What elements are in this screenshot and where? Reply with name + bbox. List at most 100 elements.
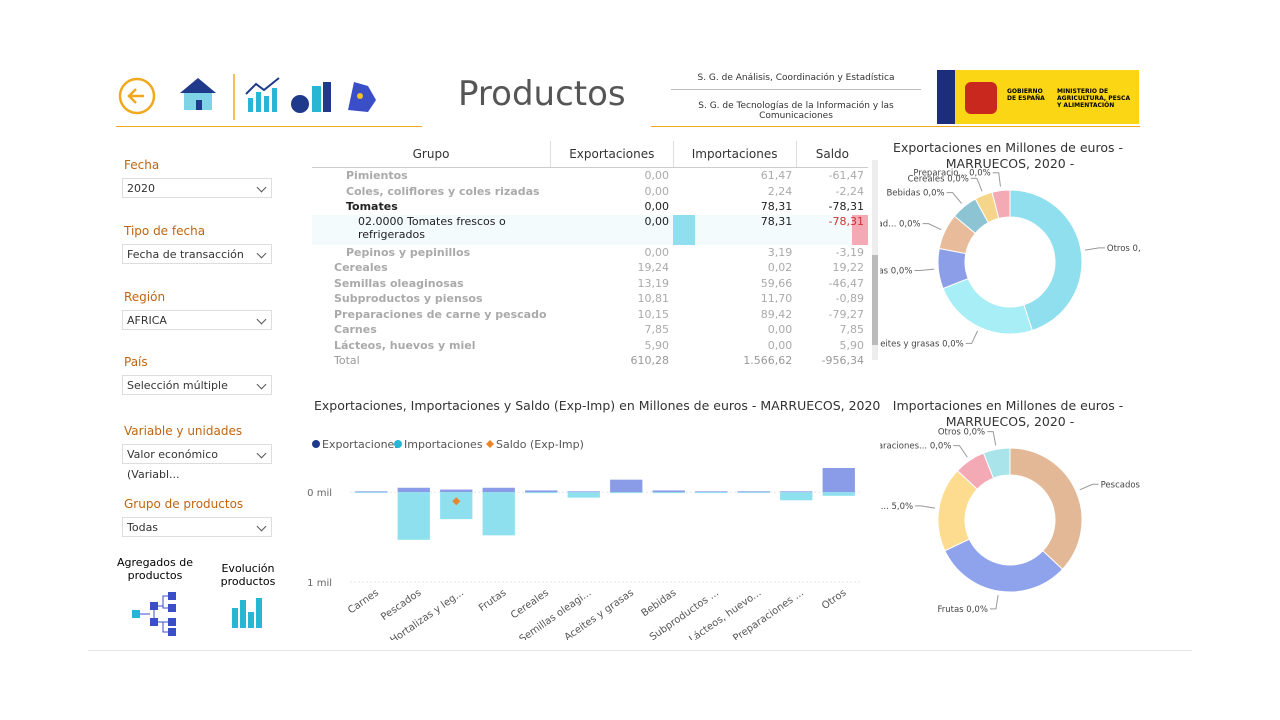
leader-line xyxy=(987,431,997,446)
filter-dropdown[interactable]: Fecha de transacción xyxy=(122,244,272,264)
table-cell: Subproductos y piensos xyxy=(334,292,483,306)
x-tick-label: Bebidas xyxy=(640,587,679,619)
table-cell: 10,15 xyxy=(637,307,670,321)
donut-chart: Importaciones en Millones de euros - MAR… xyxy=(880,398,1140,615)
table-cell: 2,24 xyxy=(767,184,793,198)
slice-label: Otros 0,0% xyxy=(1107,244,1140,254)
column-header: Grupo xyxy=(312,141,551,168)
chart-title: Importaciones en Millones de euros - MAR… xyxy=(893,398,1127,429)
table-cell: Pimientos xyxy=(346,169,408,183)
nav-icons xyxy=(118,74,376,120)
legend-label: Importaciones xyxy=(404,438,483,451)
table: Grupo Exportaciones Importaciones Saldo Pimi… xyxy=(312,141,868,369)
table-row: Carnes 7,85 0,00 7,85 xyxy=(312,322,868,338)
slice-label: Bebidas 0,0% xyxy=(886,189,944,199)
table-row: Coles, coliflores y coles rizadas 0,00 2,2… xyxy=(312,184,868,200)
x-tick-label: Otros xyxy=(820,587,848,612)
y-tick-label: 1 mil xyxy=(307,578,332,589)
bar xyxy=(525,490,558,493)
bar-chart: Exportaciones, Importaciones y Saldo (Ex… xyxy=(307,398,880,640)
slice-label: Aceites y grasas 0,0% xyxy=(880,339,964,349)
bar xyxy=(737,491,770,493)
table-row: Cereales 19,24 0,02 19,22 xyxy=(312,260,868,276)
bar xyxy=(355,491,388,493)
bar xyxy=(525,492,558,494)
bar xyxy=(780,491,813,493)
table-cell: -61,47 xyxy=(828,169,864,183)
table-row: Pepinos y pepinillos 0,00 3,19 -3,19 xyxy=(312,245,868,261)
y-tick-label: 0 mil xyxy=(307,488,332,499)
leader-line xyxy=(914,268,935,271)
filter-dropdown[interactable]: Todas xyxy=(122,517,272,537)
gov-text: GOBIERNO DE ESPAÑA xyxy=(1007,88,1045,102)
slice-label: Otros 0,0% xyxy=(938,428,985,438)
bar xyxy=(695,492,728,494)
legend-marker xyxy=(486,440,494,448)
legend-label: Exportaciones xyxy=(322,438,400,451)
bar xyxy=(780,492,813,501)
leader-line xyxy=(965,330,979,344)
filter-label: Variable y unidades xyxy=(124,424,243,438)
table-cell: Carnes xyxy=(334,323,377,337)
bar xyxy=(652,492,685,494)
divider xyxy=(651,126,1140,127)
filter-dropdown[interactable]: 2020 xyxy=(122,178,272,198)
chart-title: Exportaciones en Millones de euros - MAR… xyxy=(893,140,1127,171)
table-cell: 0,00 xyxy=(644,245,670,259)
filter-label: Grupo de productos xyxy=(124,497,244,511)
bar xyxy=(610,479,643,493)
table-cell: -78,31 xyxy=(796,214,868,245)
table-cell: -3,19 xyxy=(835,245,864,259)
back-button[interactable] xyxy=(118,77,156,115)
nav-icons[interactable] xyxy=(128,590,278,636)
table-cell: 0,00 xyxy=(767,338,793,352)
leader-line xyxy=(922,223,942,231)
table-cell: Lácteos, huevos y miel xyxy=(334,338,476,352)
filter-dropdown[interactable]: AFRICA xyxy=(122,310,272,330)
filter-dropdown[interactable]: Valor económico (Variabl... xyxy=(122,444,272,481)
total-cell: 610,28 xyxy=(630,354,670,368)
donut-slice xyxy=(944,538,1064,593)
bar xyxy=(652,490,685,493)
slice-label: Preparaciones... 0,0% xyxy=(880,442,951,452)
table-row: Semillas oleaginosas 13,19 59,66 -46,47 xyxy=(312,276,868,292)
table-row: Subproductos y piensos 10,81 11,70 -0,89 xyxy=(312,291,868,307)
bar xyxy=(822,468,855,493)
leader-line xyxy=(1084,247,1105,251)
legend-label: Saldo (Exp-Imp) xyxy=(496,438,584,451)
filter-dropdown[interactable]: Selección múltiple xyxy=(122,375,272,395)
table-cell: -2,24 xyxy=(835,184,864,198)
table-cell: 61,47 xyxy=(760,169,793,183)
bar xyxy=(822,492,855,496)
slice-label: Frutas 0,0% xyxy=(880,266,912,276)
legend-marker xyxy=(394,440,402,448)
bar xyxy=(397,492,430,540)
filter-label: Fecha xyxy=(124,158,160,172)
table-cell: 7,85 xyxy=(644,323,670,337)
table-cell: 11,70 xyxy=(760,292,793,306)
column-header: Saldo xyxy=(795,141,868,168)
gov-logo: GOBIERNO DE ESPAÑA MINISTERIO DE AGRICUL… xyxy=(937,70,1139,124)
table-cell: 5,90 xyxy=(839,338,865,352)
leader-line xyxy=(915,505,936,509)
table-cell: 0,00 xyxy=(644,184,670,198)
slice-label: Hortali... 5,0% xyxy=(880,502,913,512)
table-cell: Pepinos y pepinillos xyxy=(346,245,471,259)
x-tick-label: Hortalizas y leg... xyxy=(388,587,466,640)
table-cell: 0,00 xyxy=(644,169,670,183)
table-cell: Preparaciones de carne y pescado xyxy=(334,307,547,321)
filter-label: Tipo de fecha xyxy=(124,224,206,238)
header-row: Grupo Exportaciones Importaciones Saldo xyxy=(312,141,868,168)
table-cell: -78,31 xyxy=(828,200,864,214)
table-cell: 3,19 xyxy=(767,245,793,259)
x-tick-label: Preparaciones ... xyxy=(731,587,806,640)
scrollbar[interactable] xyxy=(872,160,878,360)
nav-label: Evolución productos xyxy=(220,562,276,588)
header: Productos S. G. de Análisis, Coordinació… xyxy=(116,60,1140,130)
table-cell: Semillas oleaginosas xyxy=(334,276,464,290)
table-cell: 0,00 xyxy=(767,323,793,337)
table-cell: 19,22 xyxy=(832,261,865,275)
slice-label: Pescad... 0,0% xyxy=(880,220,921,230)
donut-slice xyxy=(982,447,1011,479)
